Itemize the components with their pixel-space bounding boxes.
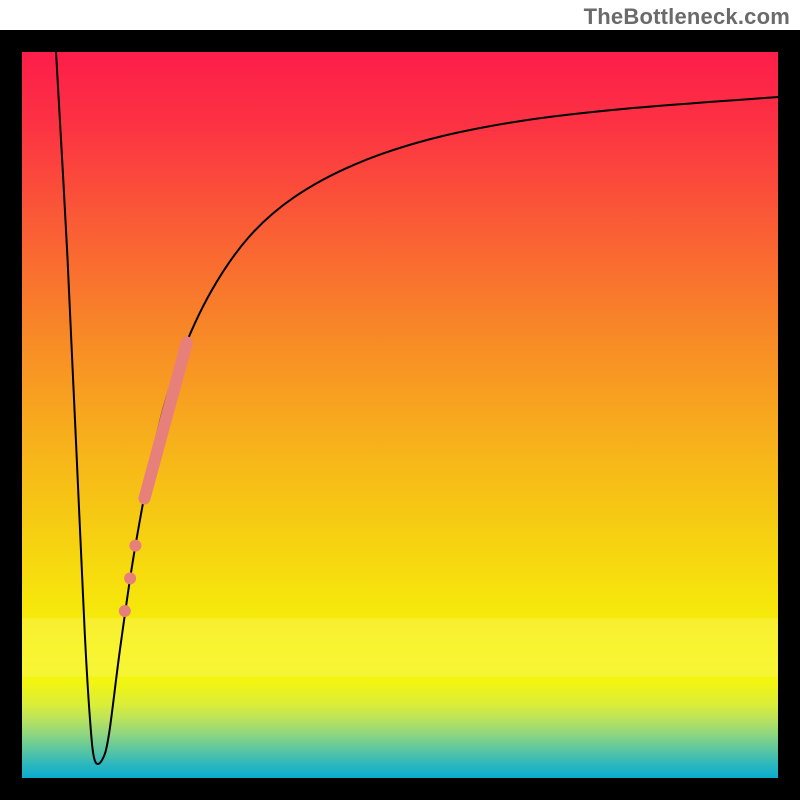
watermark-text: TheBottleneck.com bbox=[584, 4, 790, 30]
highlight-dot bbox=[124, 572, 136, 584]
highlight-dot bbox=[119, 605, 131, 617]
highlight-dot bbox=[129, 540, 141, 552]
plot-border bbox=[0, 30, 800, 800]
light-band bbox=[22, 618, 778, 676]
chart-container: TheBottleneck.com bbox=[0, 0, 800, 800]
plot-svg bbox=[22, 52, 778, 778]
